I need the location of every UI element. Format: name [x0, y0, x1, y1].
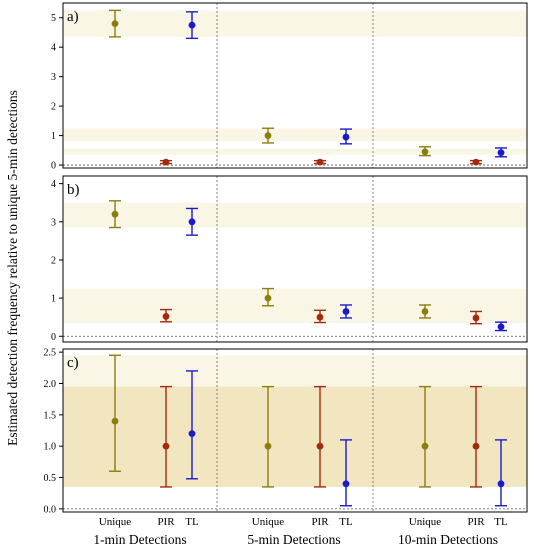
point-estimate [472, 158, 480, 166]
panel-label: b) [67, 182, 80, 198]
category-label: PIR [157, 516, 175, 528]
highlight-band [63, 10, 527, 37]
group-labels: 1-min Detections 5-min Detections 10-min D… [93, 532, 498, 547]
panel-label: a) [67, 9, 79, 25]
point-estimate [421, 148, 429, 156]
y-tick-label: 0.0 [44, 504, 57, 515]
category-labels: Unique PIR TL Unique PIR TL Unique PIR TL [99, 516, 508, 528]
category-label: PIR [467, 516, 485, 528]
point-estimate [421, 442, 429, 450]
point-estimate [111, 210, 119, 218]
point-estimate [111, 20, 119, 28]
point-estimate [497, 149, 505, 157]
highlight-band [63, 309, 527, 323]
y-tick-label: 2.0 [44, 379, 57, 390]
point-estimate [316, 442, 324, 450]
y-tick-label: 3 [51, 72, 56, 83]
y-tick-label: 1 [51, 131, 56, 142]
highlight-band [63, 202, 527, 228]
y-tick-label: 2 [51, 255, 56, 266]
category-label: TL [339, 516, 353, 528]
highlight-band [63, 386, 527, 487]
point-estimate [421, 308, 429, 315]
point-estimate [264, 132, 272, 139]
y-tick-label: 0.5 [44, 473, 57, 484]
highlight-band [63, 128, 527, 142]
y-tick-label: 0 [51, 332, 56, 343]
y-axis-label: Estimated detection frequency relative t… [5, 90, 20, 446]
highlight-band [63, 148, 527, 155]
category-label: TL [494, 516, 508, 528]
y-tick-label: 4 [51, 43, 56, 54]
point-estimate [264, 294, 272, 302]
panels: 0 1 2 3 4 5 a) 0 1 2 3 4 b) 0.0 0.5 1.0 1.5 2.0 2.5 c) [44, 2, 528, 515]
point-estimate [472, 442, 480, 450]
point-estimate [162, 313, 170, 320]
group-label: 1-min Detections [93, 532, 186, 547]
y-tick-label: 5 [51, 13, 56, 24]
panel-frame [62, 175, 528, 343]
point-estimate [162, 158, 170, 166]
panel-3: 0.0 0.5 1.0 1.5 2.0 2.5 c) [44, 348, 528, 515]
point-estimate [497, 323, 505, 331]
y-tick-label: 1 [51, 294, 56, 305]
point-estimate [111, 417, 119, 425]
y-tick-label: 4 [51, 179, 56, 190]
panel-label: c) [67, 355, 79, 371]
panel-1: 0 1 2 3 4 5 a) [51, 2, 528, 172]
y-tick-label: 2.5 [44, 348, 57, 359]
group-label: 10-min Detections [398, 532, 498, 547]
point-estimate [316, 158, 324, 166]
y-tick-label: 3 [51, 217, 56, 228]
point-estimate [472, 314, 480, 322]
point-estimate [264, 442, 272, 450]
panel-frame [62, 2, 528, 169]
point-estimate [316, 313, 324, 321]
point-estimate [162, 442, 170, 450]
y-tick-label: 1.0 [44, 442, 57, 453]
category-label: PIR [311, 516, 329, 528]
panel-2: 0 1 2 3 4 b) [51, 175, 528, 343]
category-label: Unique [409, 516, 442, 528]
point-estimate [342, 480, 350, 488]
point-estimate [342, 308, 350, 315]
y-tick-label: 0 [51, 161, 56, 172]
panel-frame [62, 348, 528, 513]
highlight-band [63, 288, 527, 310]
category-label: Unique [252, 516, 285, 528]
y-tick-label: 1.5 [44, 410, 57, 421]
category-label: TL [185, 516, 199, 528]
y-tick-label: 2 [51, 102, 56, 113]
point-estimate [497, 480, 505, 488]
point-estimate [188, 218, 196, 226]
point-estimate [188, 21, 196, 29]
point-estimate [342, 133, 350, 141]
category-label: Unique [99, 516, 132, 528]
group-label: 5-min Detections [247, 532, 340, 547]
point-estimate [188, 430, 196, 438]
